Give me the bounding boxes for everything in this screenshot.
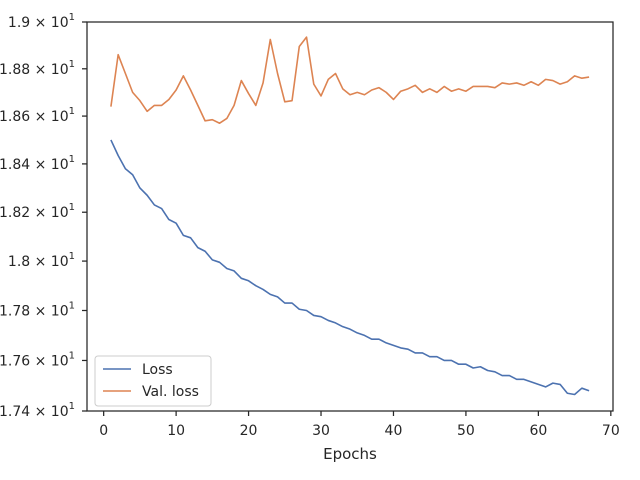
x-tick-label: 0 bbox=[99, 423, 108, 439]
plot-frame bbox=[86, 21, 614, 412]
x-tick-label: 30 bbox=[312, 423, 330, 439]
y-tick-label: 1.74 × 101 bbox=[0, 401, 75, 420]
x-tick-label: 70 bbox=[602, 423, 620, 439]
series-line-val-loss bbox=[110, 36, 590, 125]
y-tick-label: 1.76 × 101 bbox=[0, 350, 75, 369]
y-tick-label: 1.78 × 101 bbox=[0, 300, 75, 319]
y-tick-label: 1.82 × 101 bbox=[0, 202, 75, 221]
x-tick-label: 10 bbox=[167, 423, 185, 439]
y-tick-label: 1.84 × 101 bbox=[0, 154, 75, 173]
y-tick-label: 1.86 × 101 bbox=[0, 106, 75, 125]
x-axis-title: Epochs bbox=[323, 445, 377, 463]
legend-label: Val. loss bbox=[142, 384, 199, 400]
legend: Loss Val. loss bbox=[94, 355, 212, 407]
y-tick-label: 1.9 × 101 bbox=[8, 12, 75, 31]
series-line-loss bbox=[110, 139, 590, 396]
x-axis-ticks: 0 10 20 30 40 50 60 70 bbox=[99, 411, 620, 439]
y-axis-ticks: 1.74 × 101 1.76 × 101 1.78 × 101 1.8 × 101 1… bbox=[0, 12, 87, 420]
y-tick-label: 1.8 × 101 bbox=[8, 251, 75, 270]
series-layer bbox=[110, 36, 590, 396]
x-tick-label: 60 bbox=[529, 423, 547, 439]
x-tick-label: 40 bbox=[385, 423, 403, 439]
x-tick-label: 20 bbox=[240, 423, 258, 439]
x-tick-label: 50 bbox=[457, 423, 475, 439]
y-tick-label: 1.88 × 101 bbox=[0, 59, 75, 78]
legend-label: Loss bbox=[142, 362, 173, 378]
